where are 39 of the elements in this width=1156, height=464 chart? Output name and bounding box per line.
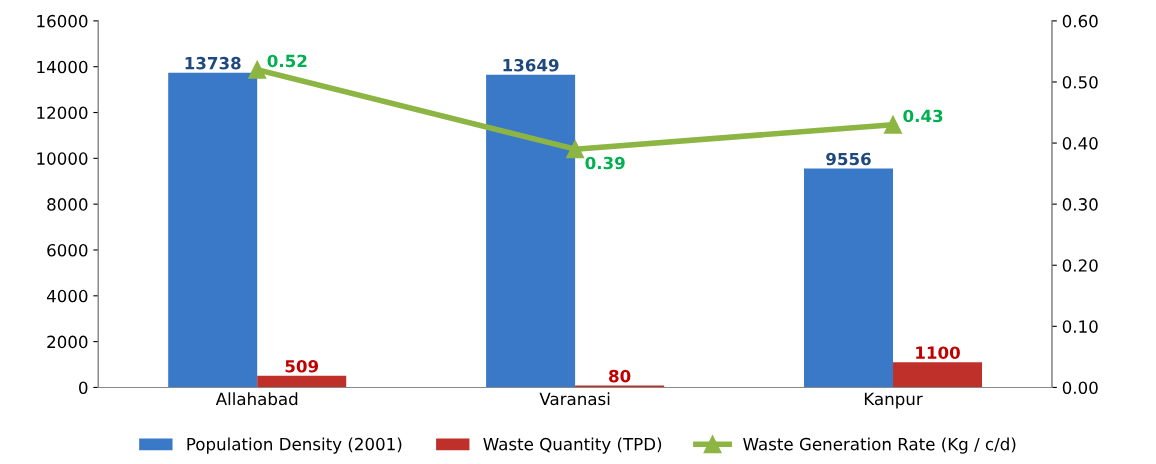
data-label: 0.43 — [903, 109, 943, 123]
legend-label: Waste Quantity (TPD) — [483, 437, 662, 454]
y2-tick-label: 0.00 — [1062, 381, 1098, 395]
data-label: 0.52 — [267, 54, 307, 68]
y-tick-label: 16000 — [37, 14, 88, 28]
x-tick-label: Allahabad — [215, 392, 298, 406]
data-label: 9556 — [826, 152, 871, 166]
y-tick-label: 10000 — [37, 152, 88, 165]
point — [566, 140, 585, 159]
legend-label: Population Density (2001) — [187, 437, 402, 454]
data-label: 13649 — [503, 58, 559, 72]
x-tick-label: Kanpur — [864, 392, 923, 409]
x-tick-label: Varanasi — [539, 392, 610, 406]
data-label: 80 — [609, 369, 631, 383]
data-label: 509 — [285, 359, 319, 373]
y2-tick-label: 0.10 — [1062, 320, 1098, 333]
y2-tick-label: 0.40 — [1062, 137, 1098, 150]
bar — [804, 168, 894, 388]
y-tick-label: 12000 — [37, 106, 88, 120]
y-tick-label: 14000 — [37, 60, 88, 74]
bar — [168, 72, 258, 388]
y2-tick-label: 0.60 — [1062, 14, 1098, 28]
bar — [486, 74, 576, 388]
legend-label: Waste Generation Rate (Kg / c/d) — [743, 437, 1016, 454]
data-label: 0.39 — [585, 156, 625, 170]
y-tick-label: 2000 — [47, 335, 88, 349]
data-label: 1100 — [916, 346, 960, 360]
point — [883, 115, 903, 134]
y-tick-label: 6000 — [47, 243, 88, 257]
y2-tick-label: 0.30 — [1062, 198, 1098, 211]
data-label: 13738 — [185, 56, 241, 70]
point — [248, 60, 267, 79]
y-tick-label: 8000 — [47, 198, 88, 211]
bar — [893, 362, 983, 388]
y-tick-label: 0 — [79, 381, 88, 395]
y-tick-label: 4000 — [46, 289, 88, 303]
bar — [257, 375, 347, 388]
y2-tick-label: 0.20 — [1062, 259, 1098, 272]
y2-tick-label: 0.50 — [1062, 75, 1098, 89]
